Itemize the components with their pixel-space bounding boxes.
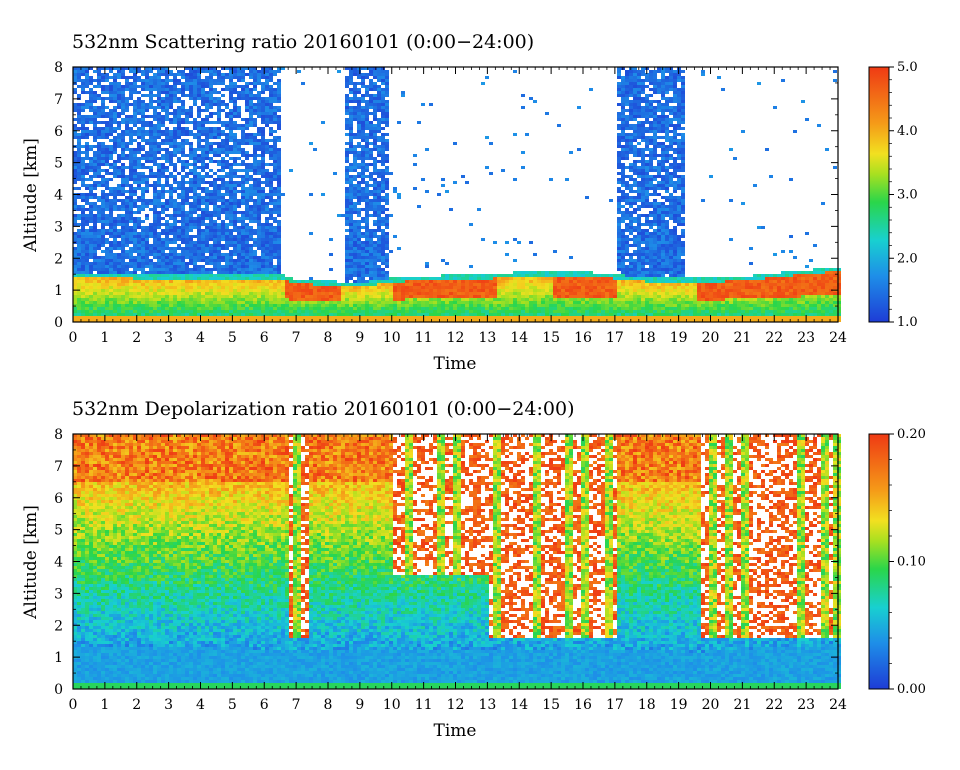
y-tick-label: 2: [54, 618, 63, 634]
scattering-plot-area: [73, 67, 841, 322]
x-tick-label: 9: [355, 697, 364, 713]
x-tick-label: 23: [797, 697, 815, 713]
x-tick-label: 23: [797, 330, 815, 346]
depolarization-ratio-panel: 532nm Depolarization ratio 20160101 (0:0…: [21, 398, 926, 741]
y-tick-label: 5: [54, 523, 63, 539]
colorbar-gradient: [868, 433, 890, 690]
y-tick-label: 7: [54, 92, 63, 108]
x-tick-label: 5: [228, 330, 237, 346]
scattering-y-axis-label: Altitude [km]: [21, 138, 41, 253]
x-tick-label: 3: [164, 697, 173, 713]
y-tick-label: 8: [54, 60, 63, 76]
y-tick-label: 6: [54, 124, 63, 140]
x-tick-label: 6: [260, 330, 269, 346]
x-tick-label: 13: [478, 330, 496, 346]
x-tick-label: 15: [542, 697, 560, 713]
x-tick-label: 6: [260, 697, 269, 713]
y-tick-label: 2: [54, 251, 63, 267]
x-tick-label: 19: [670, 697, 688, 713]
x-tick-label: 14: [510, 697, 528, 713]
x-tick-label: 9: [355, 330, 364, 346]
scattering-title: 532nm Scattering ratio 20160101 (0:00−24…: [72, 31, 534, 53]
x-tick-label: 5: [228, 697, 237, 713]
x-tick-label: 4: [196, 697, 205, 713]
y-tick-label: 1: [54, 650, 63, 666]
colorbar-tick-label: 5.0: [897, 60, 918, 75]
x-tick-label: 19: [670, 330, 688, 346]
y-tick-label: 7: [54, 459, 63, 475]
x-tick-label: 1: [100, 330, 109, 346]
x-tick-label: 21: [733, 330, 751, 346]
y-tick-label: 4: [54, 188, 63, 204]
x-tick-label: 22: [765, 697, 783, 713]
y-tick-label: 8: [54, 427, 63, 443]
x-tick-label: 2: [132, 697, 141, 713]
colorbar-tick-label: 3.0: [897, 188, 918, 203]
x-tick-label: 18: [638, 330, 656, 346]
scattering-colorbar: 1.0 2.0 3.0 4.0 5.0: [868, 60, 918, 330]
y-tick-label: 5: [54, 156, 63, 172]
colorbar-tick-label: 0.00: [897, 682, 926, 697]
depolarization-axes: 0 1 2 3 4 5 6 7 8 9 10 11 12 13 14 15 16 17 18 19 20 21 22 23 24…: [54, 427, 847, 713]
colorbar-tick-label: 0.10: [897, 555, 926, 570]
colorbar-tick-label: 1.0: [897, 315, 918, 330]
x-tick-label: 8: [324, 330, 333, 346]
x-tick-label: 17: [606, 697, 624, 713]
x-tick-label: 7: [292, 330, 301, 346]
colorbar-tick-label: 0.20: [897, 427, 926, 442]
depolarization-plot-area: [73, 434, 841, 689]
y-tick-label: 6: [54, 491, 63, 507]
colorbar-gradient: [868, 66, 890, 323]
x-tick-label: 0: [69, 697, 78, 713]
depolarization-y-axis-label: Altitude [km]: [21, 505, 41, 620]
scattering-ratio-panel: 532nm Scattering ratio 20160101 (0:00−24…: [21, 31, 918, 374]
x-tick-label: 12: [447, 697, 465, 713]
scattering-axes: 0 1 2 3 4 5 6 7 8 9 10 11 12 13 14 15 16 17 18 19 20 21 22 23 24…: [54, 60, 847, 346]
x-tick-label: 8: [324, 697, 333, 713]
x-tick-label: 21: [733, 697, 751, 713]
y-tick-label: 0: [54, 682, 63, 698]
x-tick-label: 13: [478, 697, 496, 713]
x-tick-label: 20: [702, 330, 720, 346]
depolarization-colorbar: 0.00 0.10 0.20: [868, 427, 926, 697]
x-tick-label: 10: [383, 330, 401, 346]
y-tick-label: 3: [54, 586, 63, 602]
y-tick-label: 3: [54, 219, 63, 235]
y-tick-label: 0: [54, 315, 63, 331]
x-tick-label: 22: [765, 330, 783, 346]
x-tick-label: 12: [447, 330, 465, 346]
x-tick-label: 18: [638, 697, 656, 713]
x-tick-label: 11: [415, 330, 433, 346]
depolarization-x-axis-label: Time: [434, 721, 477, 741]
x-tick-label: 4: [196, 330, 205, 346]
x-tick-label: 10: [383, 697, 401, 713]
x-tick-label: 2: [132, 330, 141, 346]
depolarization-title: 532nm Depolarization ratio 20160101 (0:0…: [72, 398, 574, 420]
colorbar-tick-label: 2.0: [897, 251, 918, 266]
scattering-x-axis-label: Time: [434, 354, 477, 374]
x-tick-label: 16: [574, 330, 592, 346]
x-tick-label: 20: [702, 697, 720, 713]
y-tick-label: 1: [54, 283, 63, 299]
x-tick-label: 17: [606, 330, 624, 346]
x-tick-label: 24: [829, 697, 847, 713]
x-tick-label: 7: [292, 697, 301, 713]
x-tick-label: 14: [510, 330, 528, 346]
x-tick-label: 3: [164, 330, 173, 346]
x-tick-label: 1: [100, 697, 109, 713]
x-tick-label: 16: [574, 697, 592, 713]
y-tick-label: 4: [54, 555, 63, 571]
x-tick-label: 24: [829, 330, 847, 346]
x-tick-label: 15: [542, 330, 560, 346]
colorbar-tick-label: 4.0: [897, 124, 918, 139]
x-tick-label: 11: [415, 697, 433, 713]
x-tick-label: 0: [69, 330, 78, 346]
